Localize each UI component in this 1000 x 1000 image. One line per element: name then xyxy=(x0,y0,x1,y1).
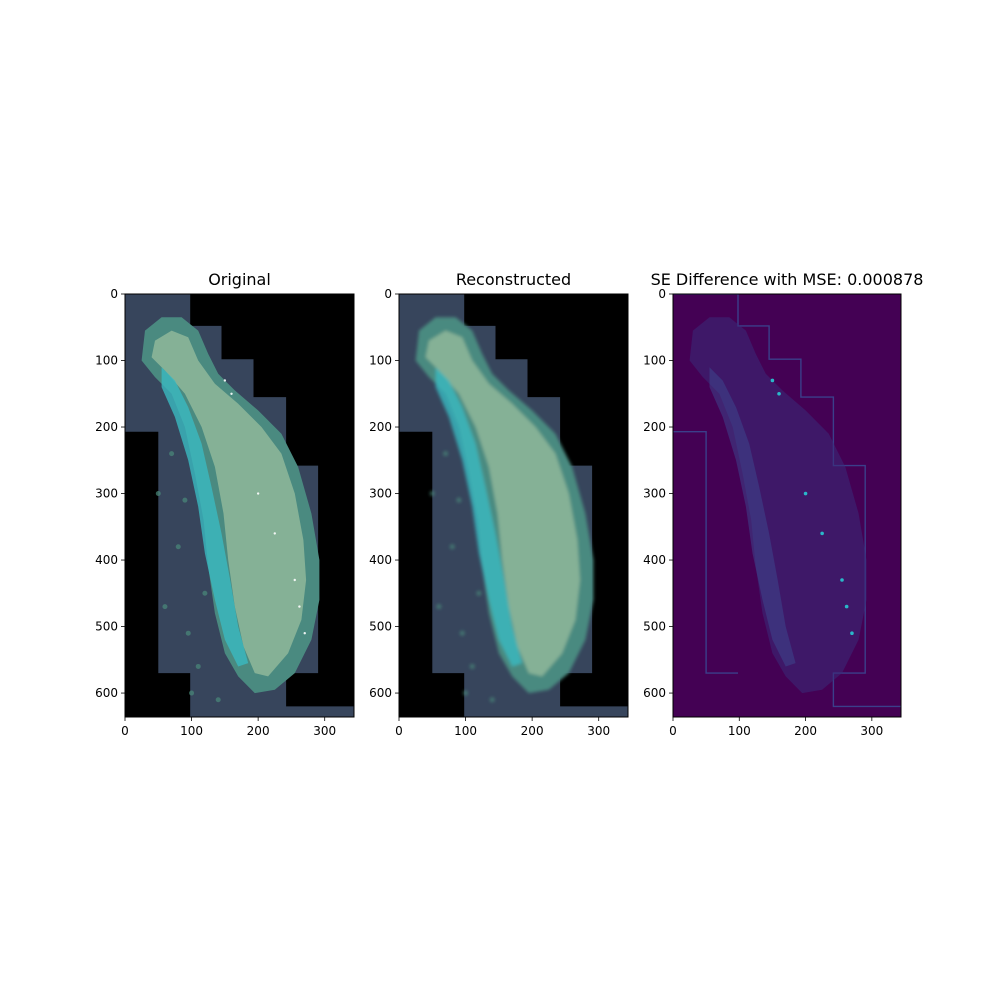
subplot-2: Reconstructed 0 100 200 300 0 100 200 300 400 500 6… xyxy=(369,270,629,738)
lagoon xyxy=(425,330,581,677)
y-tick-label: 400 xyxy=(643,553,666,567)
coral-patch xyxy=(169,451,175,457)
coral-patch xyxy=(463,690,469,696)
y-tick-label: 600 xyxy=(95,686,118,700)
coral-patch xyxy=(185,630,191,636)
subplot-1: Original 0 100 200 300 0 100 200 300 400 500 600 xyxy=(95,270,355,738)
coral-patch xyxy=(459,630,465,636)
x-tick-label: 100 xyxy=(180,724,203,738)
y-tick-label: 600 xyxy=(369,686,392,700)
y-tick-label: 300 xyxy=(369,487,392,501)
coral-patch xyxy=(195,663,201,669)
error-shallow xyxy=(709,367,796,667)
coral-patch xyxy=(155,491,161,497)
coral-patch xyxy=(436,604,442,610)
y-tick-label: 200 xyxy=(643,420,666,434)
axes-frame xyxy=(398,293,629,718)
coral-patch xyxy=(215,697,221,703)
x-tick-label: 300 xyxy=(313,724,336,738)
x-tick-label: 300 xyxy=(587,724,610,738)
x-tick-label: 100 xyxy=(454,724,477,738)
y-tick-label: 0 xyxy=(658,287,666,301)
island-group xyxy=(141,317,320,703)
image-nodata xyxy=(399,431,465,717)
y-tick-label: 200 xyxy=(95,420,118,434)
coral-patch xyxy=(449,544,455,550)
error-hotspot xyxy=(803,491,808,496)
x-tick-label: 200 xyxy=(794,724,817,738)
bright-spot xyxy=(303,631,306,635)
error-hotspot xyxy=(820,531,824,536)
y-tick-label: 0 xyxy=(110,287,118,301)
y-tick-label: 300 xyxy=(643,487,666,501)
y-tick-label: 500 xyxy=(95,620,118,634)
image-area xyxy=(399,294,628,717)
bright-spot xyxy=(293,578,296,582)
tile-edge xyxy=(673,431,738,674)
bright-spot xyxy=(298,605,301,608)
bright-spot xyxy=(256,492,260,495)
shallow-water xyxy=(435,367,523,667)
coral-patch xyxy=(443,451,449,457)
y-tick-label: 500 xyxy=(643,620,666,634)
coral-patch xyxy=(189,690,195,696)
coral-patch xyxy=(162,604,168,610)
y-tick-label: 600 xyxy=(643,686,666,700)
bright-spot xyxy=(223,379,227,382)
x-tick-label: 100 xyxy=(728,724,751,738)
error-hotspot xyxy=(777,391,781,396)
image-nodata xyxy=(125,431,191,717)
x-tick-label: 0 xyxy=(395,724,403,738)
coral-patch xyxy=(202,590,208,596)
x-tick-label: 200 xyxy=(247,724,270,738)
coral-patch xyxy=(469,663,475,669)
axes-frame xyxy=(124,293,355,718)
error-hotspot xyxy=(840,578,844,582)
y-tick-label: 400 xyxy=(95,553,118,567)
subplot-title: SE Difference with MSE: 0.000878 xyxy=(651,270,924,289)
y-tick-label: 200 xyxy=(369,420,392,434)
x-tick-label: 300 xyxy=(860,724,883,738)
y-tick-label: 500 xyxy=(369,620,392,634)
coral-patch xyxy=(182,497,188,503)
error-hotspot xyxy=(770,378,775,383)
subplot-title: Original xyxy=(208,270,271,289)
coral-patch xyxy=(429,491,435,497)
y-tick-label: 300 xyxy=(95,487,118,501)
coral-patch xyxy=(489,697,495,703)
coral-patch xyxy=(175,544,181,550)
x-tick-label: 0 xyxy=(669,724,677,738)
y-tick-label: 400 xyxy=(369,553,392,567)
x-tick-label: 0 xyxy=(121,724,129,738)
shallow-water xyxy=(161,367,249,667)
bright-spot xyxy=(273,532,276,535)
y-tick-label: 100 xyxy=(643,354,666,368)
y-tick-label: 100 xyxy=(369,354,392,368)
image-area xyxy=(673,294,901,717)
coral-patch xyxy=(456,497,462,503)
error-hotspot xyxy=(844,604,849,609)
x-tick-label: 200 xyxy=(521,724,544,738)
y-tick-label: 100 xyxy=(95,354,118,368)
y-tick-label: 0 xyxy=(384,287,392,301)
coral-patch xyxy=(476,590,482,596)
island-group xyxy=(415,317,594,703)
bright-spot xyxy=(230,392,233,395)
subplot-title: Reconstructed xyxy=(456,270,571,289)
image-area xyxy=(125,294,354,717)
axes-frame xyxy=(672,293,902,718)
error-hotspot xyxy=(850,631,854,635)
lagoon xyxy=(151,330,307,677)
